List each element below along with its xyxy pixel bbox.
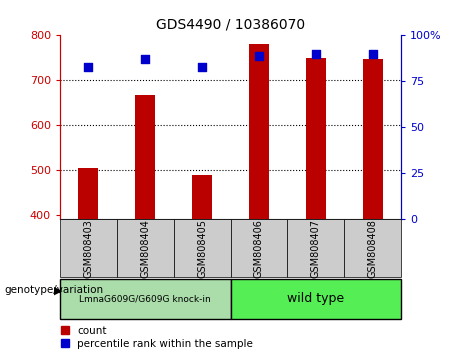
Point [142, 57, 149, 62]
Bar [78, 168, 98, 219]
Legend: count, percentile rank within the sample: count, percentile rank within the sample [60, 326, 253, 349]
Text: GSM808405: GSM808405 [197, 219, 207, 278]
Bar [192, 176, 212, 219]
Bar [135, 95, 155, 219]
Bar [363, 59, 383, 219]
Text: GSM808403: GSM808403 [83, 219, 94, 278]
Bar [230, 279, 401, 319]
Point [312, 51, 319, 57]
Point [369, 51, 376, 57]
Bar [174, 219, 230, 277]
Text: GSM808406: GSM808406 [254, 219, 264, 278]
Bar [60, 219, 117, 277]
Text: GSM808407: GSM808407 [311, 219, 321, 278]
Title: GDS4490 / 10386070: GDS4490 / 10386070 [156, 17, 305, 32]
Point [85, 64, 92, 69]
Point [255, 53, 263, 58]
Text: ▶: ▶ [54, 285, 63, 295]
Bar [306, 58, 326, 219]
Bar [117, 219, 174, 277]
Text: GSM808408: GSM808408 [367, 219, 378, 278]
Text: wild type: wild type [287, 292, 344, 305]
Bar [287, 219, 344, 277]
Bar [249, 44, 269, 219]
Bar [60, 279, 230, 319]
Text: LmnaG609G/G609G knock-in: LmnaG609G/G609G knock-in [79, 294, 211, 303]
Bar [230, 219, 287, 277]
Text: GSM808404: GSM808404 [140, 219, 150, 278]
Bar [344, 219, 401, 277]
Text: genotype/variation: genotype/variation [5, 285, 104, 295]
Point [198, 64, 206, 69]
